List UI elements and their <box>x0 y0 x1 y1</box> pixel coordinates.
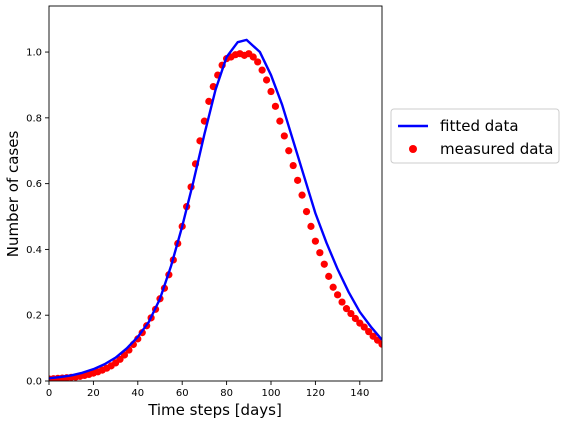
x-tick-label: 60 <box>176 388 189 399</box>
axes: 0 20 40 60 80 100 120 140 0.0 0.2 0.4 0.6 0.8 1.0 <box>26 5 383 399</box>
measured-point <box>262 76 271 84</box>
x-tick-label: 100 <box>261 388 280 399</box>
measured-point <box>325 272 333 280</box>
measured-point <box>334 291 342 299</box>
x-tick-label: 40 <box>131 388 144 399</box>
legend-point-swatch <box>409 145 417 153</box>
x-tick-label: 80 <box>220 388 233 399</box>
y-tick-label: 0.2 <box>26 311 42 322</box>
measured-point <box>285 147 293 155</box>
measured-point <box>351 314 359 323</box>
measured-point <box>267 87 275 96</box>
measured-point <box>205 97 213 105</box>
measured-point <box>329 283 337 291</box>
y-tick-label: 0.0 <box>26 377 42 388</box>
y-axis-label: Number of cases <box>4 131 22 258</box>
measured-point <box>316 249 324 257</box>
fitted-line <box>49 38 382 380</box>
measured-point <box>258 66 266 74</box>
legend-label-fitted: fitted data <box>440 117 519 135</box>
legend-frame <box>390 108 560 164</box>
legend-label-measured: measured data <box>440 140 554 158</box>
measured-point <box>249 53 257 61</box>
x-tick-label: 120 <box>306 388 325 399</box>
measured-point <box>307 222 315 230</box>
measured-point <box>302 207 311 216</box>
y-tick-label: 0.8 <box>26 113 42 124</box>
measured-point <box>365 328 373 336</box>
measured-point <box>347 309 355 318</box>
plot-frame <box>48 5 383 382</box>
measured-point <box>338 298 346 306</box>
x-tick-label: 0 <box>46 388 52 399</box>
y-tick-label: 0.6 <box>26 179 42 190</box>
measured-point <box>311 237 319 245</box>
measured-point <box>378 340 382 348</box>
measured-point <box>271 102 280 110</box>
y-tick-label: 1.0 <box>26 48 42 59</box>
measured-point <box>276 117 284 125</box>
measured-point <box>298 191 306 199</box>
measured-point <box>254 58 262 66</box>
measured-point <box>320 260 328 268</box>
chart-marks <box>49 38 382 381</box>
legend: fitted data measured data <box>390 108 560 164</box>
measured-point <box>116 355 124 363</box>
measured-point <box>342 305 351 313</box>
x-tick-label: 20 <box>87 388 100 399</box>
x-axis-label: Time steps [days] <box>147 401 282 419</box>
y-tick-label: 0.4 <box>26 245 42 256</box>
measured-point <box>280 132 288 140</box>
measured-point <box>294 176 302 184</box>
measured-point <box>289 161 297 170</box>
x-tick-label: 140 <box>350 388 369 399</box>
measured-point <box>360 323 368 331</box>
